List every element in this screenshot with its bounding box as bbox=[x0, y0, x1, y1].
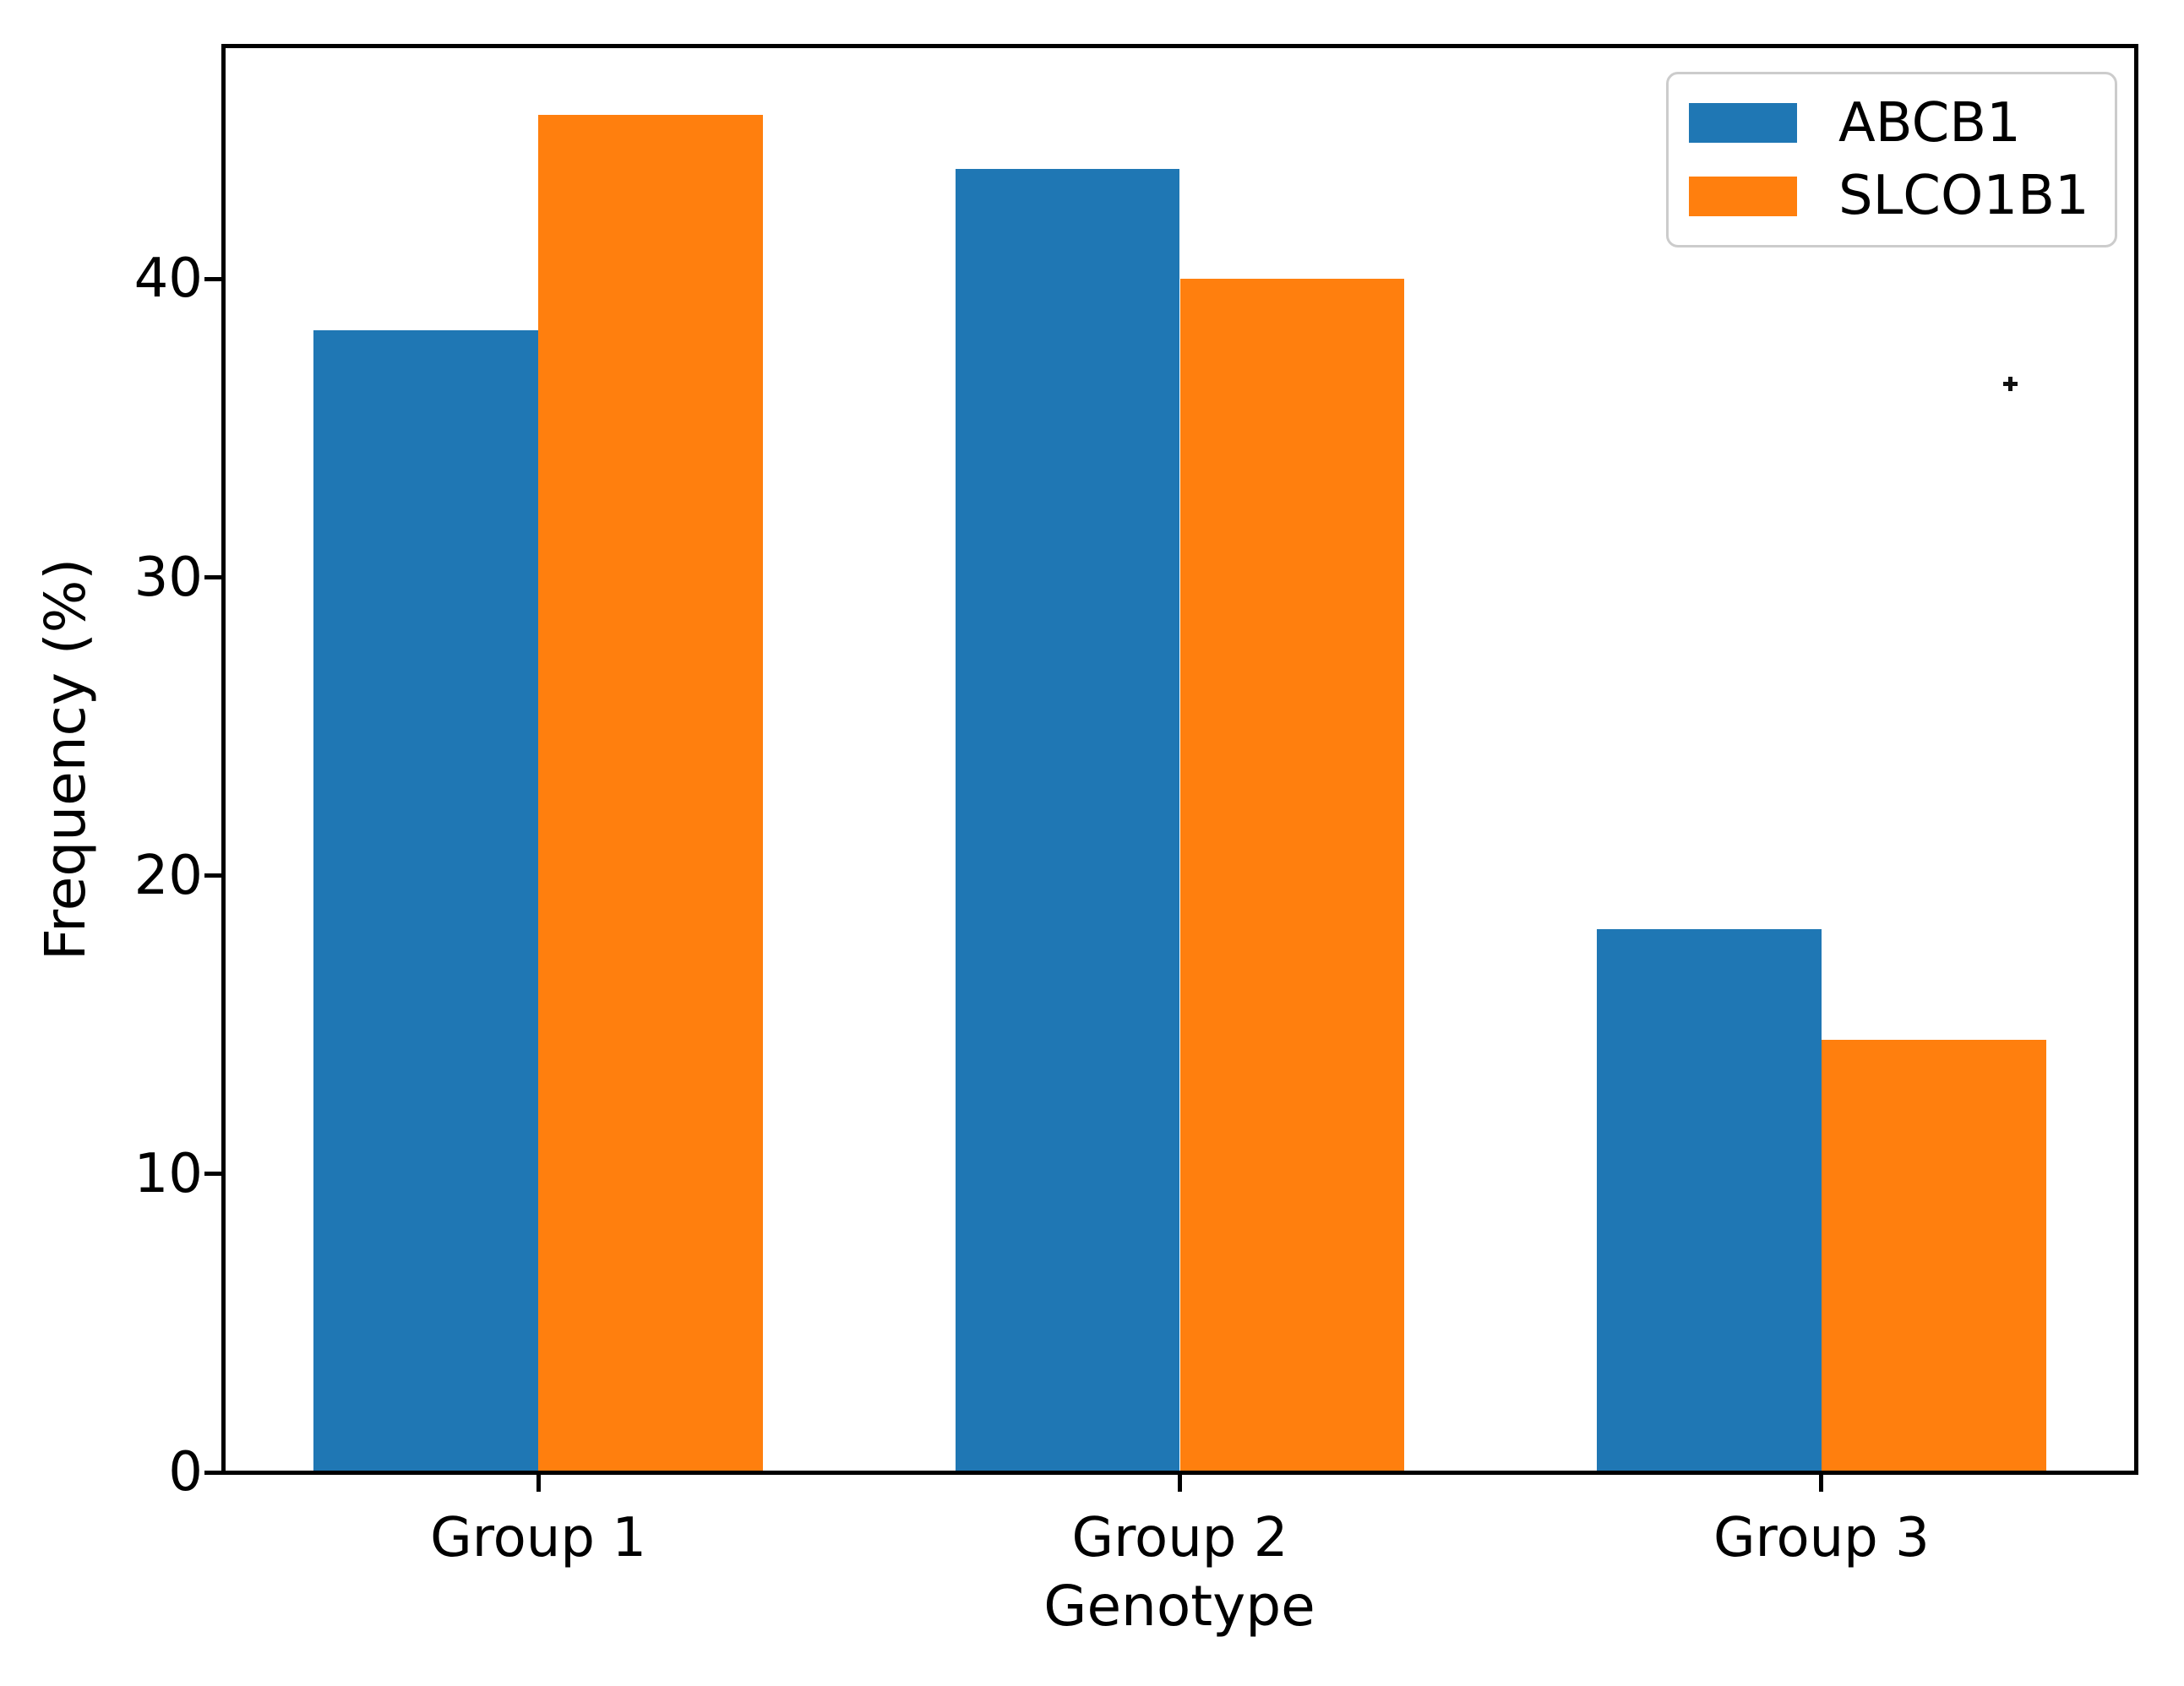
x-tick-mark-2 bbox=[1178, 1472, 1182, 1492]
x-tick-label-group-2: Group 2 bbox=[1071, 1507, 1288, 1569]
bar-slco1b1-group-3 bbox=[1821, 1039, 2046, 1472]
bar-abcb1-group-1 bbox=[313, 329, 539, 1472]
x-tick-mark-1 bbox=[536, 1472, 541, 1492]
legend: ABCB1 SLCO1B1 bbox=[1666, 72, 2117, 247]
y-tick-mark-20 bbox=[204, 873, 224, 878]
y-tick-mark-40 bbox=[204, 276, 224, 281]
x-tick-mark-3 bbox=[1819, 1472, 1824, 1492]
plus-marker bbox=[2003, 376, 2018, 391]
y-tick-label-20: 20 bbox=[133, 844, 203, 907]
bar-slco1b1-group-1 bbox=[538, 115, 763, 1472]
y-tick-label-0: 0 bbox=[168, 1441, 203, 1504]
bar-abcb1-group-2 bbox=[955, 168, 1180, 1472]
legend-label-slco1b1: SLCO1B1 bbox=[1838, 165, 2089, 228]
y-tick-mark-10 bbox=[204, 1172, 224, 1177]
bar-slco1b1-group-2 bbox=[1179, 279, 1405, 1472]
x-tick-label-group-1: Group 1 bbox=[430, 1507, 647, 1569]
x-axis-label: Genotype bbox=[1043, 1574, 1315, 1639]
y-tick-mark-0 bbox=[204, 1470, 224, 1475]
legend-entry-slco1b1: SLCO1B1 bbox=[1669, 166, 2115, 226]
legend-entry-abcb1: ABCB1 bbox=[1669, 94, 2115, 153]
y-tick-label-30: 30 bbox=[133, 546, 203, 609]
x-tick-label-group-3: Group 3 bbox=[1713, 1507, 1930, 1569]
legend-swatch-slco1b1 bbox=[1689, 176, 1797, 216]
bar-abcb1-group-3 bbox=[1597, 929, 1822, 1472]
y-tick-label-40: 40 bbox=[133, 247, 203, 311]
legend-swatch-abcb1 bbox=[1689, 103, 1797, 144]
legend-label-abcb1: ABCB1 bbox=[1838, 91, 2021, 155]
y-tick-mark-30 bbox=[204, 575, 224, 580]
plus-marker-vertical bbox=[2008, 376, 2013, 391]
y-tick-label-10: 10 bbox=[133, 1142, 203, 1205]
